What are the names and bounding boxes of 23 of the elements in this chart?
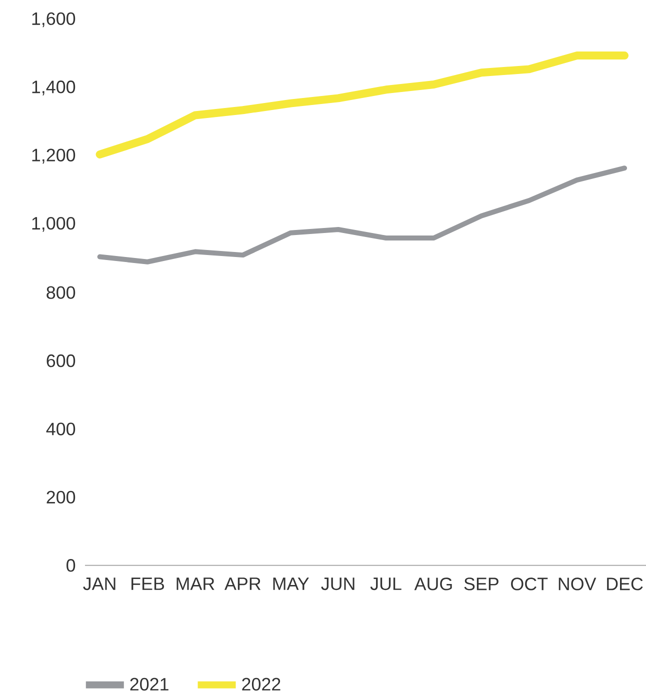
x-tick-label: MAR xyxy=(176,578,214,590)
x-tick-label: MAY xyxy=(273,578,309,590)
x-tick-label: JUN xyxy=(321,578,354,590)
y-tick-label: 1,400 xyxy=(32,80,76,96)
y-tick-label: 1,600 xyxy=(32,12,76,28)
x-tick-label: AUG xyxy=(414,578,452,590)
y-tick-label: 800 xyxy=(46,286,76,299)
x-tick-label: JAN xyxy=(83,578,116,590)
legend-label: 2021 xyxy=(130,678,168,691)
legend-label: 2022 xyxy=(242,678,280,691)
y-tick-label: 1,000 xyxy=(32,216,76,232)
x-tick-label: APR xyxy=(224,578,261,590)
x-tick-label: FEB xyxy=(132,578,164,590)
x-tick-label: JUL xyxy=(370,578,402,590)
x-tick-label: SEP xyxy=(464,578,498,590)
x-tick-label: NOV xyxy=(558,578,596,590)
y-tick-label: 200 xyxy=(46,490,76,504)
y-tick-label: 400 xyxy=(46,422,76,436)
y-tick-label: 600 xyxy=(46,354,76,368)
y-tick-label: 0 xyxy=(66,559,76,572)
x-tick-label: OCT xyxy=(511,578,548,590)
y-tick-label: 1,200 xyxy=(32,148,76,164)
x-tick-label: DEC xyxy=(607,578,643,590)
